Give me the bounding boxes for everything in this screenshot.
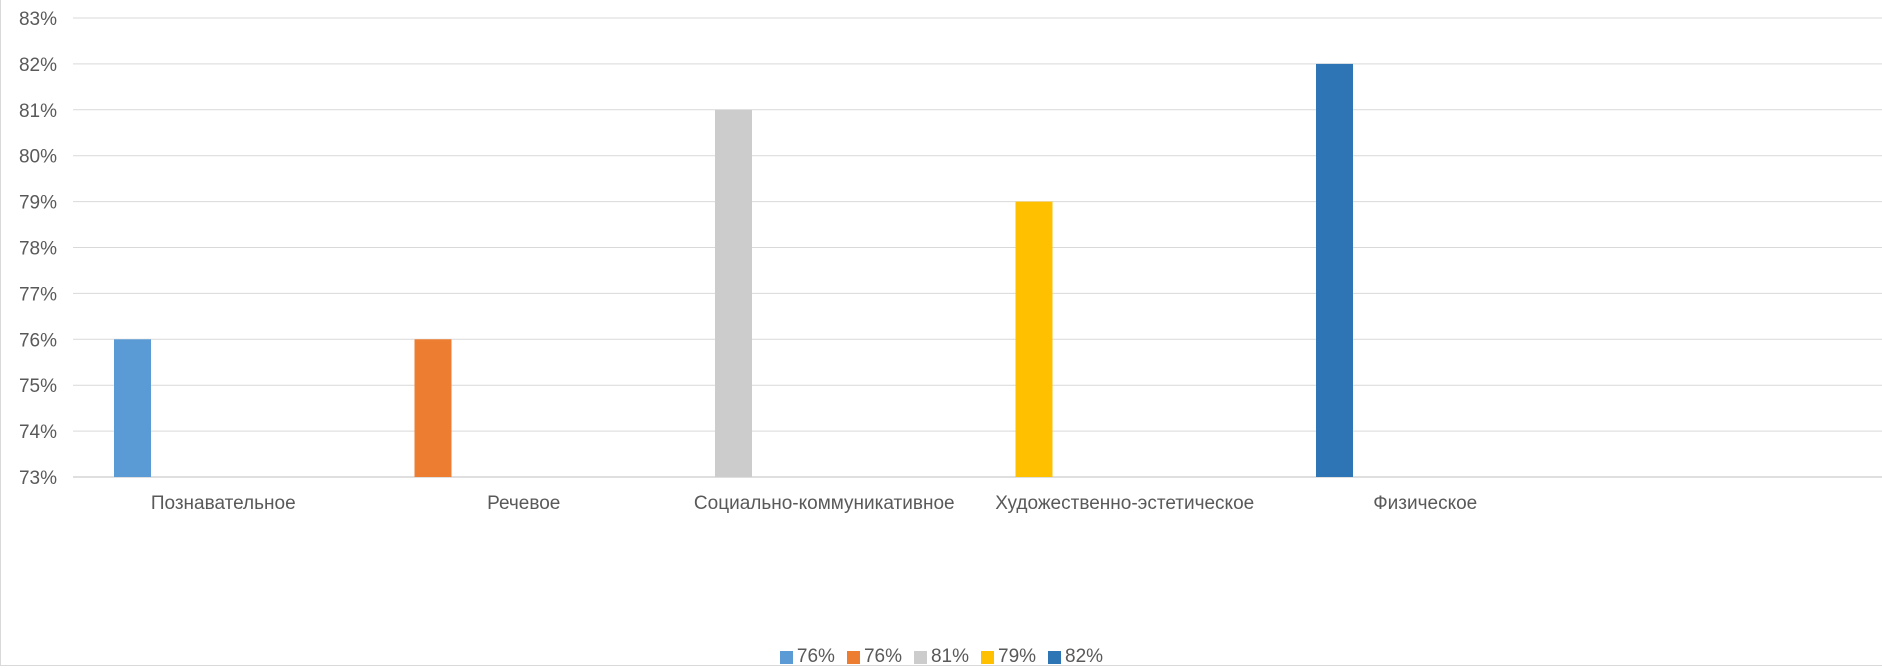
y-tick-label: 73% <box>19 468 57 489</box>
legend-item: 76% <box>779 646 835 668</box>
y-tick-label: 79% <box>19 193 57 214</box>
legend-item: 82% <box>1048 646 1103 668</box>
legend-item: 81% <box>913 646 970 668</box>
legend-label: 76% <box>863 646 902 667</box>
legend-label: 81% <box>930 646 970 667</box>
y-tick-label: 75% <box>19 376 57 397</box>
legend-label: 82% <box>1065 646 1104 667</box>
legend-label: 79% <box>998 646 1037 667</box>
x-tick-label: Социально-коммуникативное <box>694 493 955 514</box>
x-tick-label: Речевое <box>487 493 560 514</box>
x-tick-label: Физическое <box>1373 493 1477 514</box>
legend-label: 76% <box>796 646 835 667</box>
y-tick-label: 77% <box>19 284 57 305</box>
y-tick-label: 81% <box>19 101 57 122</box>
x-tick-label: Познавательное <box>151 493 296 514</box>
legend-swatch <box>1048 650 1062 664</box>
y-tick-label: 76% <box>19 330 57 351</box>
y-tick-label: 74% <box>19 422 57 443</box>
bar <box>1316 63 1353 478</box>
bar <box>114 339 151 477</box>
legend-item: 76% <box>846 646 902 668</box>
legend-item: 79% <box>981 646 1036 668</box>
legend-swatch <box>779 650 793 664</box>
bar <box>715 109 752 478</box>
legend-swatch <box>913 650 927 664</box>
y-tick-label: 83% <box>19 9 57 30</box>
y-tick-label: 80% <box>19 147 57 168</box>
bar <box>414 339 452 477</box>
y-tick-label: 78% <box>19 239 57 260</box>
chart-legend: 76% 76% 81% 79% 82% <box>1 645 1882 669</box>
x-tick-label: Художественно-эстетическое <box>995 493 1254 514</box>
legend-swatch <box>981 650 995 664</box>
bar <box>1015 201 1053 477</box>
y-tick-label: 82% <box>19 55 57 76</box>
legend-swatch <box>846 650 860 664</box>
